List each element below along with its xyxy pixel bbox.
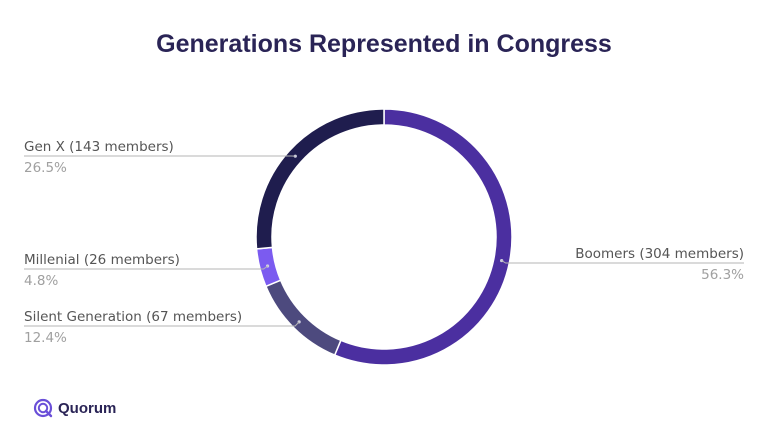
label-percent-gen-x: 26.5% [24, 160, 67, 176]
label-percent-silent-generation: 12.4% [24, 330, 67, 346]
chart-title: Generations Represented in Congress [156, 30, 612, 58]
label-name-boomers: Boomers (304 members) [575, 246, 744, 262]
label-percent-millenial: 4.8% [24, 273, 58, 289]
donut-slices [255, 108, 513, 366]
label-name-gen-x: Gen X (143 members) [24, 139, 174, 155]
slice-labels: Boomers (304 members) 56.3% Silent Generat… [24, 139, 744, 346]
quorum-logo: Quorum [33, 398, 116, 418]
leader-line-millenial [24, 265, 268, 270]
leader-line-silent-generation [24, 321, 300, 327]
leader-line-boomers [501, 260, 744, 264]
brand-name: Quorum [58, 399, 117, 417]
slice-boomers [333, 108, 513, 366]
label-name-millenial: Millenial (26 members) [24, 252, 180, 268]
label-name-silent-generation: Silent Generation (67 members) [24, 309, 242, 325]
slice-silent-generation [264, 279, 342, 357]
quorum-logo-icon [33, 398, 53, 418]
slice-gen-x [255, 108, 385, 250]
label-percent-boomers: 56.3% [701, 267, 744, 283]
